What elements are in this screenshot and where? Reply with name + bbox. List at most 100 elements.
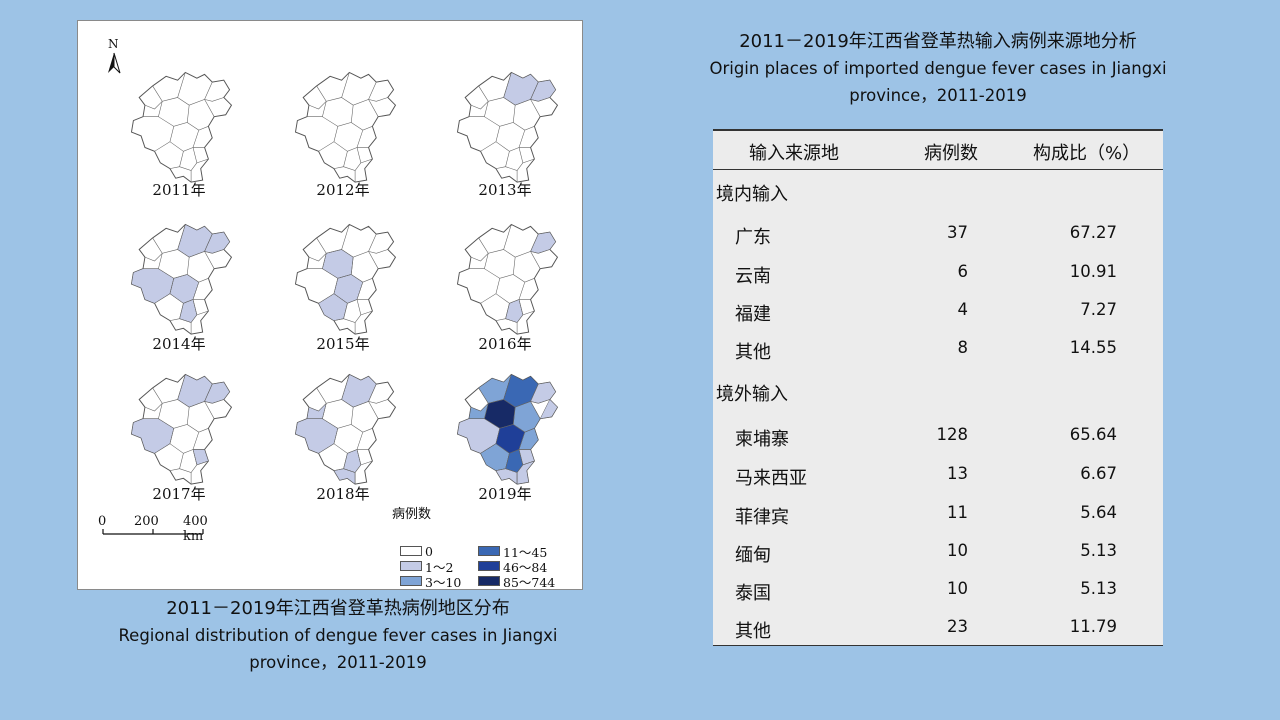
table-row: 福建 4 7.27 xyxy=(713,300,1163,330)
map-caption-en-1: Regional distribution of dengue fever ca… xyxy=(118,626,558,645)
map-year-label: 2018年 xyxy=(316,485,370,503)
cell-cases: 4 xyxy=(957,300,969,319)
legend-swatch xyxy=(478,546,500,556)
legend-item: 85～744 xyxy=(478,574,556,590)
cell-ratio: 5.64 xyxy=(1080,503,1117,522)
cell-cases: 10 xyxy=(947,579,968,598)
province-map-7 xyxy=(106,361,256,511)
map-year-label: 2015年 xyxy=(316,335,370,353)
table-caption-cn: 2011－2019年江西省登革热输入病例来源地分析 xyxy=(739,31,1137,52)
cell-cases: 37 xyxy=(947,223,968,242)
table-row: 广东 37 67.27 xyxy=(713,223,1163,253)
legend-label: 1～2 xyxy=(425,559,454,575)
legend-label: 46～84 xyxy=(503,559,548,575)
legend-label: 3～10 xyxy=(425,574,462,590)
legend-swatch xyxy=(478,576,500,586)
header-ratio: 构成比（%） xyxy=(1033,143,1141,164)
cell-ratio: 65.64 xyxy=(1069,425,1117,444)
legend-item: 3～10 xyxy=(400,574,462,590)
table-caption: 2011－2019年江西省登革热输入病例来源地分析 Origin places … xyxy=(650,29,1226,109)
cell-cases: 6 xyxy=(957,262,969,281)
table-row: 其他 8 14.55 xyxy=(713,338,1163,368)
map-year-label: 2014年 xyxy=(152,335,206,353)
cell-origin: 其他 xyxy=(735,621,771,642)
origin-table: 输入来源地 病例数 构成比（%） 境内输入 广东 37 67.27 云南 6 10.91 福建… xyxy=(713,129,1163,646)
province-map-6 xyxy=(432,211,582,361)
cell-origin: 福建 xyxy=(735,304,771,325)
group-label: 境内输入 xyxy=(716,184,788,205)
table-row: 柬埔寨 128 65.64 xyxy=(713,425,1163,455)
north-label: N xyxy=(108,37,119,51)
map-caption-en-2: province，2011-2019 xyxy=(249,653,427,672)
cell-cases: 128 xyxy=(936,425,969,444)
group-row-foreign: 境外输入 xyxy=(713,380,1163,410)
legend-label: 85～744 xyxy=(503,574,556,590)
cell-ratio: 14.55 xyxy=(1069,338,1117,357)
legend-item: 46～84 xyxy=(478,559,548,575)
table-row: 其他 23 11.79 xyxy=(713,617,1163,647)
table-row: 云南 6 10.91 xyxy=(713,262,1163,292)
scale-zero: 0 xyxy=(98,514,107,529)
scale-end: 400 km xyxy=(183,514,208,544)
cell-origin: 马来西亚 xyxy=(735,468,807,489)
legend-title: 病例数 xyxy=(392,507,432,522)
header-cases: 病例数 xyxy=(924,143,978,164)
group-label: 境外输入 xyxy=(716,384,788,405)
map-figure-panel: N 2011年 2012年 2013年 2014年 2015年 2016年 2017年 201… xyxy=(77,20,583,590)
map-year-label: 2011年 xyxy=(152,181,206,199)
province-map-5 xyxy=(270,211,420,361)
province-map-1 xyxy=(106,59,256,209)
cell-origin: 泰国 xyxy=(735,583,771,604)
legend-swatch xyxy=(400,561,422,571)
cell-origin: 其他 xyxy=(735,342,771,363)
legend-swatch xyxy=(400,576,422,586)
cell-cases: 23 xyxy=(947,617,968,636)
map-legend: 病例数 0 1～2 3～10 11～45 46～84 85～744 xyxy=(390,503,580,590)
cell-ratio: 11.79 xyxy=(1069,617,1117,636)
legend-swatch xyxy=(400,546,422,556)
scale-mid: 200 xyxy=(134,514,159,529)
cell-ratio: 5.13 xyxy=(1080,579,1117,598)
table-row: 菲律宾 11 5.64 xyxy=(713,503,1163,533)
province-map-4 xyxy=(106,211,256,361)
north-arrow-icon: N xyxy=(104,37,124,77)
table-header-row: 输入来源地 病例数 构成比（%） xyxy=(713,131,1163,170)
cell-ratio: 10.91 xyxy=(1069,262,1117,281)
map-year-label: 2016年 xyxy=(478,335,532,353)
map-year-label: 2019年 xyxy=(478,485,532,503)
province-map-8 xyxy=(270,361,420,511)
cell-origin: 柬埔寨 xyxy=(735,429,789,450)
legend-item: 11～45 xyxy=(478,544,548,560)
cell-ratio: 5.13 xyxy=(1080,541,1117,560)
legend-item: 0 xyxy=(400,543,433,559)
map-year-label: 2013年 xyxy=(478,181,532,199)
table-row: 缅甸 10 5.13 xyxy=(713,541,1163,571)
cell-cases: 11 xyxy=(947,503,968,522)
cell-ratio: 6.67 xyxy=(1080,464,1117,483)
cell-origin: 广东 xyxy=(735,227,771,248)
province-map-3 xyxy=(432,59,582,209)
table-caption-en-2: province，2011-2019 xyxy=(849,86,1027,105)
table-caption-en-1: Origin places of imported dengue fever c… xyxy=(709,59,1167,78)
header-origin: 输入来源地 xyxy=(749,143,839,164)
map-year-label: 2012年 xyxy=(316,181,370,199)
cell-origin: 缅甸 xyxy=(735,545,771,566)
legend-swatch xyxy=(478,561,500,571)
table-row: 马来西亚 13 6.67 xyxy=(713,464,1163,494)
cell-cases: 8 xyxy=(957,338,969,357)
cell-origin: 云南 xyxy=(735,266,771,287)
group-row-domestic: 境内输入 xyxy=(713,180,1163,210)
map-caption-cn: 2011－2019年江西省登革热病例地区分布 xyxy=(166,598,510,619)
cell-cases: 10 xyxy=(947,541,968,560)
legend-item: 1～2 xyxy=(400,559,454,575)
map-year-label: 2017年 xyxy=(152,485,206,503)
cell-cases: 13 xyxy=(947,464,968,483)
province-map-2 xyxy=(270,59,420,209)
legend-label: 11～45 xyxy=(503,544,548,560)
cell-ratio: 67.27 xyxy=(1069,223,1117,242)
legend-label: 0 xyxy=(425,543,433,559)
table-row: 泰国 10 5.13 xyxy=(713,579,1163,609)
cell-ratio: 7.27 xyxy=(1080,300,1117,319)
scale-bar: 0 200 400 km xyxy=(98,514,230,544)
map-caption: 2011－2019年江西省登革热病例地区分布 Regional distribu… xyxy=(60,596,616,676)
